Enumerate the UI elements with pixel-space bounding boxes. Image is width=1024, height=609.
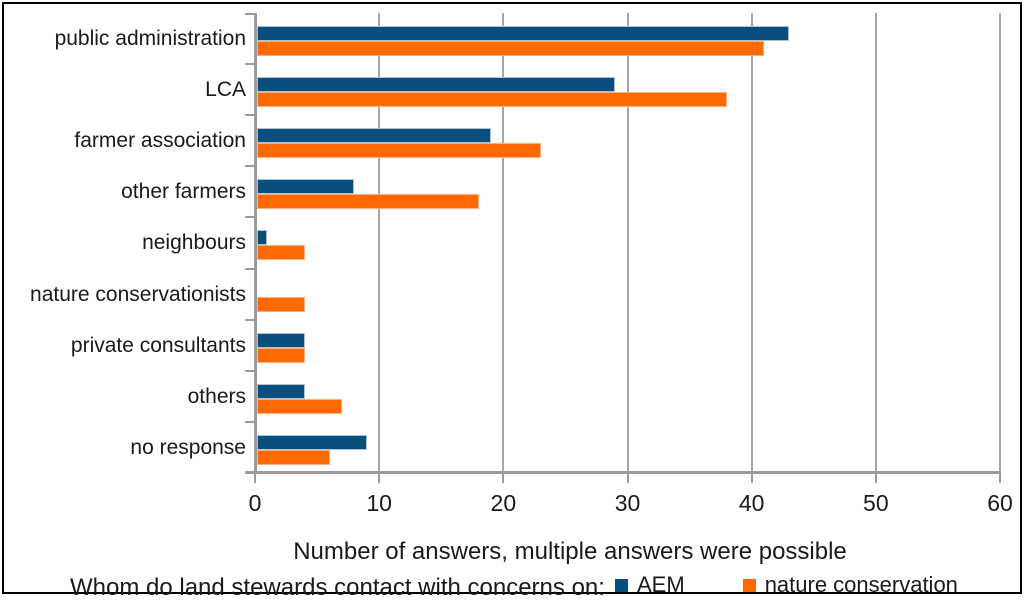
bar-aem <box>257 77 616 92</box>
value-axis-tick <box>999 474 1001 483</box>
legend: AEM nature conservation <box>615 572 958 597</box>
gridline-x-40 <box>750 13 753 473</box>
bar-nature-conservation <box>257 143 541 158</box>
bar-nature-conservation <box>257 450 330 465</box>
gridline-x-20 <box>502 13 505 473</box>
value-axis-tick <box>874 474 877 483</box>
category-label: others <box>187 384 246 408</box>
chart-frame-border <box>2 2 1022 594</box>
category-axis-line <box>254 13 257 473</box>
legend-label-nature-conservation: nature conservation <box>764 572 958 597</box>
bar-nature-conservation <box>257 348 305 363</box>
bar-nature-conservation <box>257 194 479 209</box>
bar-aem <box>257 179 355 194</box>
x-tick-label-50: 50 <box>863 490 889 516</box>
x-tick-label-30: 30 <box>614 490 641 516</box>
value-axis-tick <box>378 474 381 483</box>
category-axis-tick <box>245 319 255 321</box>
x-tick-label-10: 10 <box>366 490 392 516</box>
category-axis-tick <box>245 13 255 15</box>
category-axis-tick <box>245 421 255 423</box>
gridline-x-50 <box>874 13 877 473</box>
value-axis-tick <box>254 474 256 483</box>
bar-aem <box>257 384 305 399</box>
category-label: other farmers <box>121 180 246 204</box>
category-axis-tick <box>245 472 255 474</box>
bar-aem <box>257 26 789 41</box>
x-tick-label-60: 60 <box>987 490 1013 516</box>
bar-nature-conservation <box>257 245 305 260</box>
x-tick-label-20: 20 <box>490 490 517 516</box>
bar-aem <box>257 333 305 348</box>
x-tick-label-40: 40 <box>738 490 765 516</box>
category-axis-tick <box>245 370 255 372</box>
bar-nature-conservation <box>257 297 305 312</box>
bar-aem <box>257 230 268 245</box>
category-label: LCA <box>205 78 246 102</box>
gridline-x-30 <box>626 13 629 473</box>
bar-nature-conservation <box>257 399 342 414</box>
bar-aem <box>257 435 367 450</box>
plot-area <box>245 13 1001 483</box>
legend-swatch-aem <box>615 578 628 592</box>
bar-aem <box>257 128 491 143</box>
category-axis-tick <box>245 268 255 270</box>
bar-nature-conservation <box>257 41 765 56</box>
gridline-x-60 <box>999 13 1001 473</box>
category-label: farmer association <box>74 129 246 153</box>
category-label: private consultants <box>70 333 246 357</box>
value-axis-tick <box>502 474 505 483</box>
category-axis-tick <box>245 165 255 167</box>
value-axis-line <box>245 471 1001 474</box>
value-axis-tick <box>750 474 753 483</box>
category-axis-tick <box>245 114 255 116</box>
category-label: neighbours <box>142 231 246 255</box>
gridline-x-10 <box>378 13 381 473</box>
category-label: nature conservationists <box>30 282 246 306</box>
bar-nature-conservation <box>257 92 727 107</box>
category-axis-tick <box>245 216 255 218</box>
legend-label-aem: AEM <box>637 572 685 597</box>
x-axis-title: Number of answers, multiple answers were… <box>293 538 847 565</box>
category-label: public administration <box>54 27 246 51</box>
x-tick-label-0: 0 <box>248 490 262 516</box>
category-axis-tick <box>245 63 255 65</box>
value-axis-tick <box>626 474 629 483</box>
chart-caption: Whom do land stewards contact with conce… <box>70 574 605 601</box>
category-label: no response <box>130 435 246 459</box>
legend-swatch-nature-conservation <box>742 578 756 592</box>
